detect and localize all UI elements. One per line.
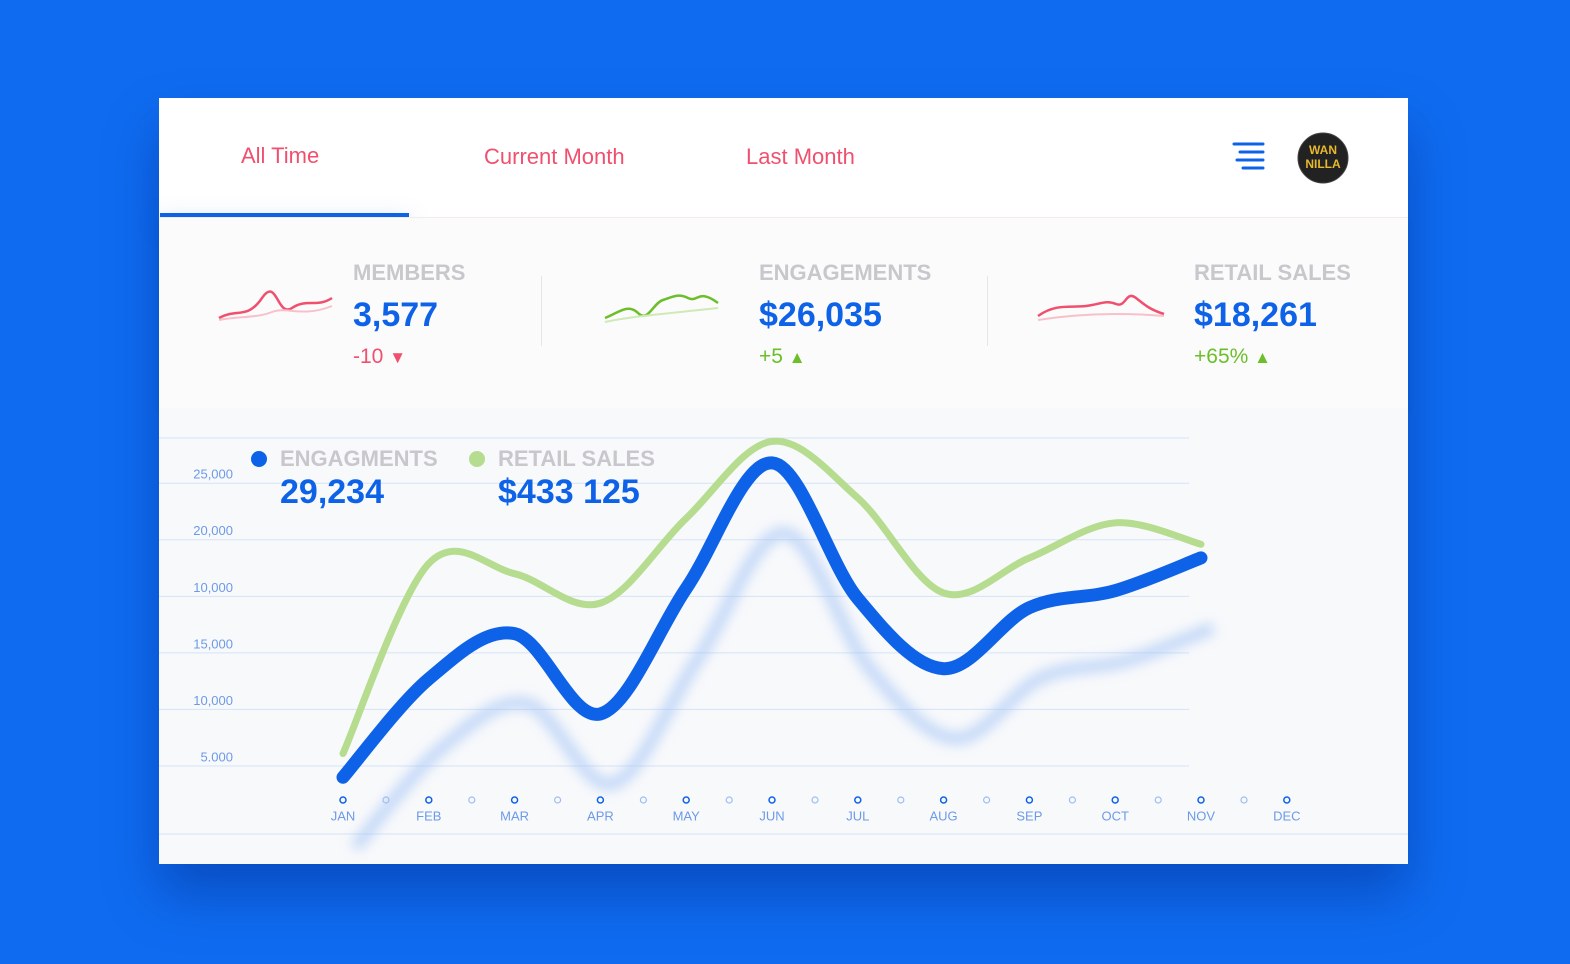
- x-tick: [339, 796, 347, 804]
- x-tick: [768, 796, 776, 804]
- x-tick: [1283, 796, 1291, 804]
- x-tick: [425, 796, 433, 804]
- x-tick-label: JUL: [846, 808, 869, 823]
- tab-underline: [160, 213, 409, 217]
- stat-label: MEMBERS: [353, 260, 466, 285]
- y-tick-label: 10,000: [193, 580, 233, 595]
- avatar-text: WAN: [1309, 143, 1337, 157]
- legend-dot: [251, 451, 267, 467]
- x-tick: [510, 796, 519, 804]
- x-tick-label: AUG: [930, 808, 958, 823]
- stat-change: +65%: [1194, 345, 1249, 368]
- x-tick: [1025, 796, 1034, 804]
- sparkline: [1037, 294, 1165, 321]
- series-line: [336, 456, 1208, 784]
- x-dot: [1068, 796, 1077, 804]
- x-dot: [725, 796, 733, 804]
- x-tick-label: MAY: [673, 808, 701, 823]
- x-tick-label: JAN: [331, 808, 356, 823]
- x-dot: [639, 796, 647, 804]
- tab[interactable]: All Time: [241, 143, 320, 168]
- stat-change: +5: [759, 345, 783, 368]
- x-tick: [1111, 796, 1119, 804]
- legend-dot: [469, 451, 485, 467]
- x-dot: [468, 796, 476, 804]
- stat-label: RETAIL SALES: [1194, 260, 1351, 285]
- sparkline: [604, 294, 719, 323]
- line-shadow: [350, 526, 1216, 852]
- y-tick-label: 5.000: [200, 749, 233, 764]
- stat-value: $26,035: [759, 296, 882, 334]
- x-tick-label: OCT: [1101, 808, 1129, 823]
- x-tick: [1197, 796, 1205, 804]
- y-tick-label: 10,000: [193, 693, 233, 708]
- x-tick: [596, 796, 605, 804]
- series-line: [339, 437, 1205, 758]
- x-tick-label: MAR: [500, 808, 529, 823]
- x-dot: [811, 796, 819, 804]
- legend-label: RETAIL SALES: [498, 446, 655, 471]
- y-tick-label: 15,000: [193, 636, 233, 651]
- stat: MEMBERS 3,577 -10 ▼: [353, 260, 466, 368]
- stat-label: ENGAGEMENTS: [759, 260, 932, 285]
- x-dot: [982, 796, 991, 804]
- legend-total: $433 125: [498, 473, 640, 511]
- y-tick-label: 20,000: [193, 523, 233, 538]
- stat: RETAIL SALES $18,261 +65% ▲: [1194, 260, 1351, 368]
- legend-label: ENGAGMENTS: [280, 446, 438, 471]
- tab[interactable]: Last Month: [746, 144, 855, 169]
- tab[interactable]: Current Month: [484, 144, 625, 169]
- x-tick-label: APR: [587, 808, 614, 823]
- separator: [987, 276, 988, 346]
- stat-value: $18,261: [1194, 296, 1317, 334]
- x-tick: [854, 796, 862, 804]
- separator: [541, 276, 542, 346]
- x-dot: [1240, 796, 1248, 804]
- menu-icon[interactable]: [1231, 140, 1267, 176]
- dashboard-card: All Time Current Month Last Month WAN NI…: [159, 98, 1408, 864]
- avatar[interactable]: WAN NILLA: [1297, 132, 1349, 184]
- x-tick-label: SEP: [1016, 808, 1042, 823]
- chart: 5.000 10,000 15,000 10,000 20,000 25,000 JAN FE…: [159, 408, 1408, 864]
- x-tick-label: DEC: [1273, 808, 1300, 823]
- x-tick-label: JUN: [759, 808, 784, 823]
- x-tick-label: NOV: [1187, 808, 1216, 823]
- x-tick: [939, 796, 948, 804]
- stat-value: 3,577: [353, 296, 439, 334]
- x-tick-label: FEB: [416, 808, 441, 823]
- x-dot: [554, 796, 562, 804]
- sparkline: [218, 290, 333, 321]
- x-dot: [1154, 796, 1162, 804]
- x-dot: [897, 796, 905, 804]
- stat-change: -10: [353, 345, 384, 368]
- x-tick: [682, 796, 690, 804]
- legend-total: 29,234: [280, 473, 384, 511]
- avatar-text: NILLA: [1305, 157, 1341, 171]
- stat: ENGAGEMENTS $26,035 +5 ▲: [759, 260, 932, 368]
- stats-row: MEMBERS 3,577 -10 ▼ ENGAGEMENTS $26,035 +5 ▲…: [159, 217, 1408, 409]
- y-tick-label: 25,000: [193, 467, 233, 482]
